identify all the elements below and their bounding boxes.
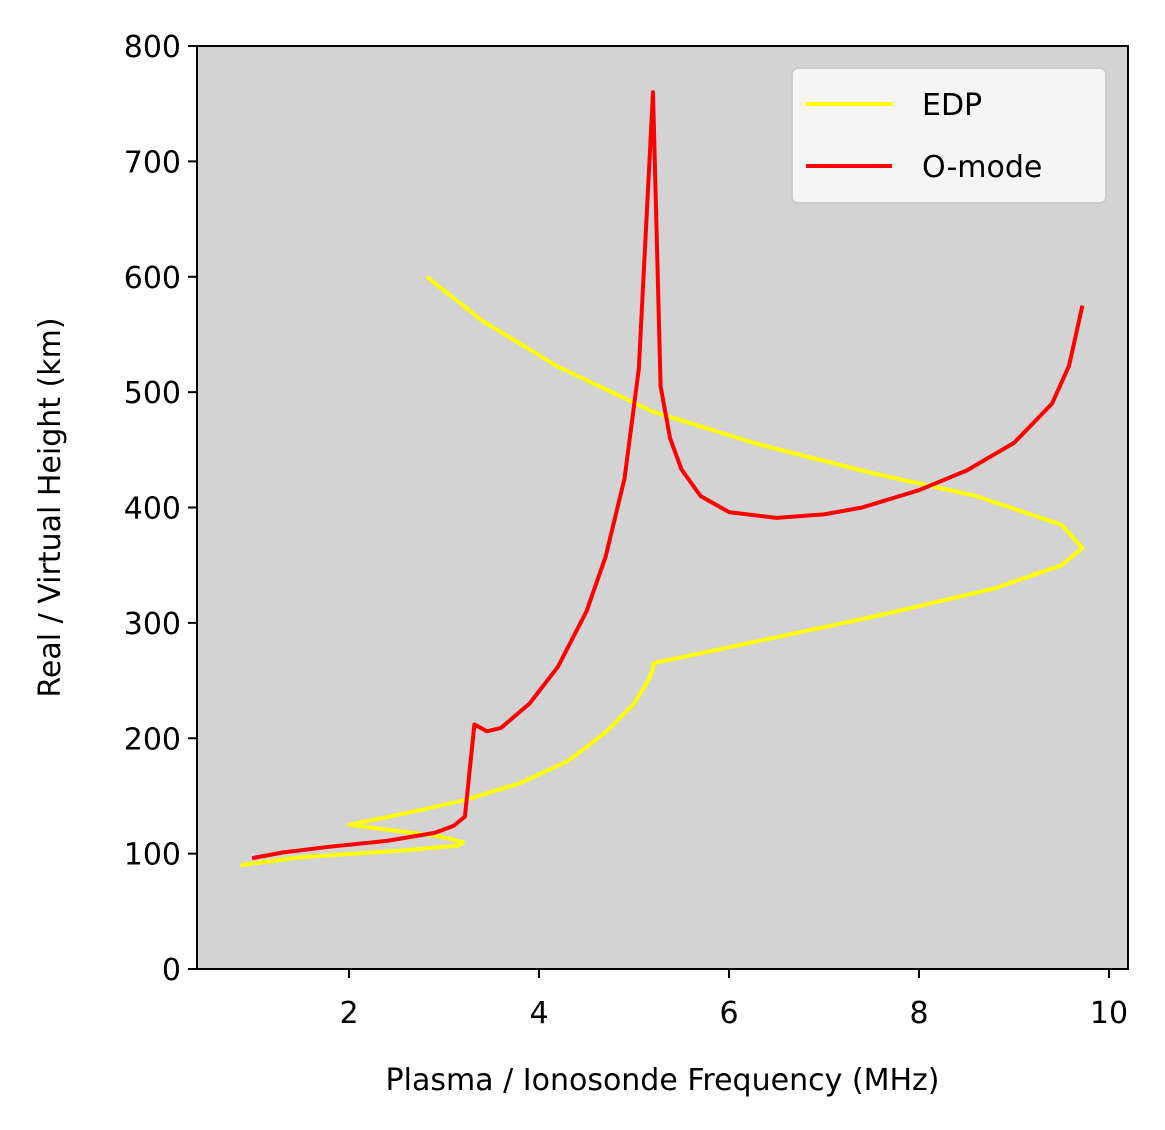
y-tick-label: 800 — [124, 30, 181, 65]
legend-label: O-mode — [922, 150, 1042, 185]
legend: EDP O-mode — [791, 67, 1107, 204]
y-tick-label: 700 — [124, 145, 181, 180]
y-tick-label: 500 — [124, 376, 181, 411]
x-tick-label: 8 — [909, 996, 928, 1031]
x-tick-label: 10 — [1090, 996, 1128, 1031]
y-tick-label: 200 — [124, 722, 181, 757]
y-tick-label: 0 — [162, 953, 181, 988]
series-line-2 — [251, 90, 1085, 861]
series-layer — [239, 90, 1085, 868]
y-tick-label: 300 — [124, 607, 181, 642]
y-tick-label: 600 — [124, 261, 181, 296]
x-tick-label: 4 — [529, 996, 548, 1031]
legend-box — [791, 67, 1107, 204]
y-tick-label: 100 — [124, 838, 181, 873]
x-axis-label: Plasma / Ionosonde Frequency (MHz) — [386, 1063, 940, 1098]
x-tick-label: 6 — [719, 996, 738, 1031]
legend-label: EDP — [922, 88, 982, 123]
x-tick-label: 2 — [339, 996, 358, 1031]
y-tick-label: 400 — [124, 492, 181, 527]
y-axis-label: Real / Virtual Height (km) — [33, 317, 68, 697]
series-line-1 — [239, 275, 1085, 868]
